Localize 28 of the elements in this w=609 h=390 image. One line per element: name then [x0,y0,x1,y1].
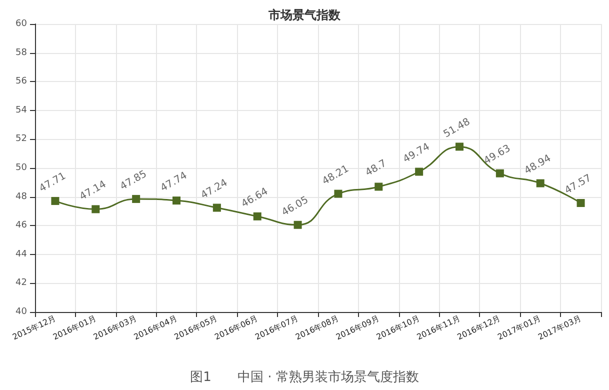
point [92,205,100,214]
y-tick-label: 46 [16,220,28,231]
y-tick-label: 60 [16,19,28,29]
point [496,169,504,178]
chart-title: 市场景气指数 [268,8,342,22]
y-tick-label: 42 [16,278,27,288]
point [253,212,262,220]
point [334,190,342,198]
point [132,194,140,203]
point [172,196,180,205]
y-tick-label: 40 [16,307,28,317]
point [294,220,302,229]
point [212,204,221,212]
point [51,196,60,205]
point [536,179,544,188]
y-tick-label: 52 [16,134,27,144]
caption: 图1 中国 · 常熟男装市场景气度指数 [190,369,419,385]
y-tick-label: 44 [16,249,28,260]
y-tick-label: 50 [16,163,28,173]
y-tick-label: 48 [16,192,28,202]
point [374,182,383,191]
point [456,142,464,151]
y-tick-label: 56 [16,76,28,87]
data-label: 48.7 [364,158,389,179]
point [415,168,424,176]
y-tick-label: 54 [16,105,28,116]
y-tick-label: 58 [16,48,28,58]
point [576,198,585,207]
